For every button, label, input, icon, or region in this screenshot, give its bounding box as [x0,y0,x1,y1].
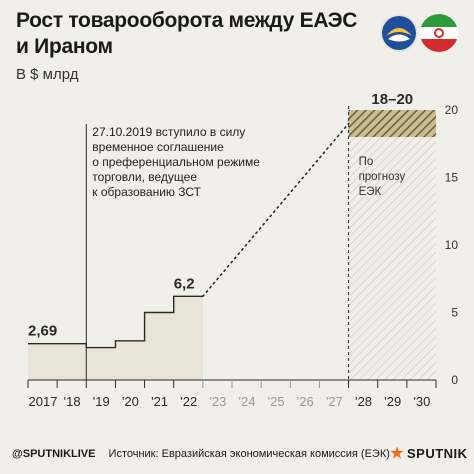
unit-label: В $ млрд [16,66,79,83]
x-tick-label-2020: '20 [122,394,139,409]
footer-handle[interactable]: @SPUTNIKLIVE [12,448,96,460]
title-line-2: и Ираном [16,35,113,58]
forecast-region [348,137,436,380]
iran-flag-icon [420,14,458,52]
brand-name: SPUTNIK [407,446,468,461]
forecast-note-line-1: прогнозу [359,171,406,183]
brand-logo: SPUTNIK [390,446,468,461]
annotation-line-2: о преференциальном режиме [92,155,260,169]
annotation-line-3: торговли, ведущее [92,170,197,184]
actual-line [28,295,203,349]
data-label-2022: 6,2 [174,275,195,292]
x-tick-label-2024: '24 [239,394,256,409]
annotation-line-0: 27.10.2019 вступило в силу [92,125,245,139]
projection-line [202,122,350,298]
x-tick-label-2026: '26 [297,394,314,409]
forecast-label: 18–20 [371,91,413,108]
footer: @SPUTNIKLIVE Источник: Евразийская эконо… [12,448,390,460]
footer-source: Источник: Евразийская экономическая коми… [108,448,390,460]
x-tick-label-2018: '18 [64,394,81,409]
eaeu-logo-icon [380,14,418,52]
annotation-line-1: временное соглашение [92,140,224,154]
y-tick-label-10: 10 [445,238,459,252]
x-tick-label-2022: '22 [180,394,197,409]
y-tick-label-20: 20 [445,103,459,117]
x-tick-label-2023: '23 [209,394,226,409]
x-tick-label-2029: '29 [384,394,401,409]
forecast-note-line-0: По [359,156,374,168]
y-tick-label-15: 15 [445,171,459,185]
x-tick-label-2019: '19 [93,394,110,409]
x-tick-label-2017: 2017 [29,394,58,409]
annotation-line-4: к образованию ЗСТ [92,185,201,199]
x-tick-label-2027: '27 [326,394,343,409]
data-label-2017: 2,69 [28,323,57,340]
x-tick-label-2028: '28 [355,394,372,409]
y-tick-label-5: 5 [451,306,458,320]
page-title: Рост товарооборота между ЕАЭС и Ираном [16,8,376,60]
x-tick-label-2025: '25 [268,394,285,409]
sputnik-star-icon [390,446,404,459]
x-tick-label-2021: '21 [151,394,168,409]
actual-area [28,296,203,380]
title-line-1: Рост товарооборота между ЕАЭС [16,9,358,32]
forecast-band [348,110,436,137]
forecast-note-line-2: ЕЭК [359,186,382,198]
x-tick-label-2030: '30 [413,394,430,409]
y-tick-label-0: 0 [451,373,458,387]
